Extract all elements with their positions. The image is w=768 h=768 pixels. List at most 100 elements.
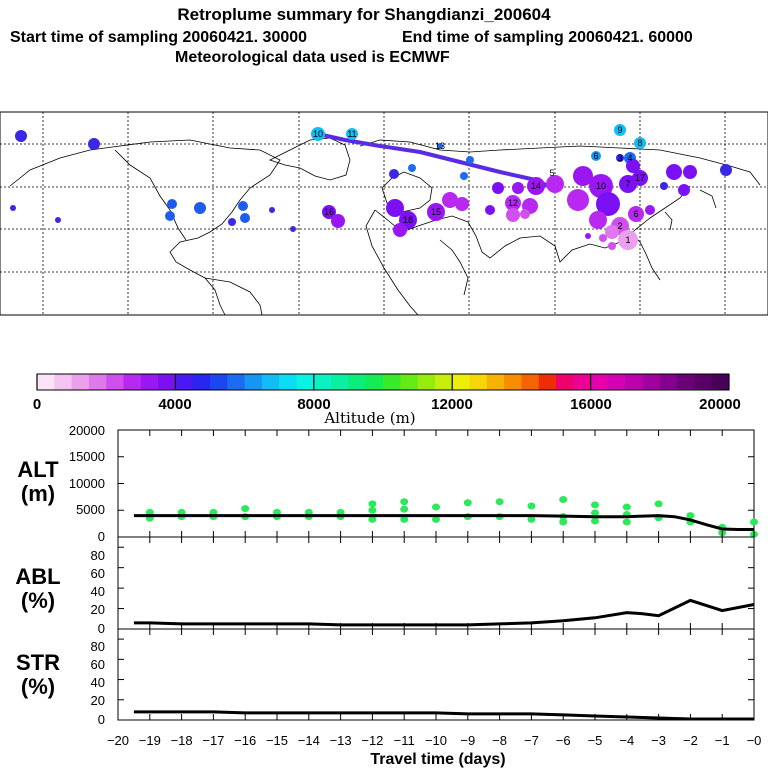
map-marker [567,189,589,211]
map-marker [408,164,416,172]
alt-scatter-point [591,509,599,517]
altitude-colorbar [36,374,730,390]
map-marker [269,207,275,213]
colorbar-segment [88,374,107,390]
str-ytick: 80 [91,639,105,654]
map-marker [55,217,61,223]
colorbar-segment [365,374,384,390]
colorbar-segment [331,374,349,390]
abl-ytick: 40 [91,584,105,599]
alt-ytick: 20000 [69,423,105,438]
retroplume-map: 10 11 13 9 8 6 5 4 3 16 15 14 12 17 10 7… [0,111,768,316]
map-label: 10 [313,129,323,139]
str-panel: STR (%) 80 60 40 20 0 [16,628,755,727]
map-marker [238,201,248,211]
map-marker [632,170,648,186]
colorbar-segment [677,374,695,390]
colorbar-tick: 16000 [570,396,612,413]
colorbar-segment [434,374,453,390]
x-tick-label: −4 [619,733,634,748]
alt-scatter-point [686,512,695,520]
map-label: 6 [593,151,598,161]
map-marker [591,151,601,161]
str-ytick: 40 [91,675,105,690]
map-label: 13 [435,141,445,151]
map-marker [455,197,469,211]
trajectory-path [317,132,549,188]
colorbar-segment [227,374,246,390]
map-marker [573,166,593,186]
x-tick-label: −15 [266,733,288,748]
map-label: 10 [596,181,606,191]
colorbar-segment [486,374,505,390]
map-label: 6 [633,209,638,219]
alt-scatter-point [654,500,663,508]
map-label: 16 [324,207,334,217]
colorbar-segment [417,374,436,390]
map-marker [666,164,682,180]
x-tick-label: −16 [234,733,256,748]
abl-ytick: 20 [91,602,105,617]
map-marker [492,182,504,194]
alt-scatter-point [400,515,409,523]
map-marker [678,184,690,196]
start-time-label: Start time of sampling 20060421. 30000 [10,29,307,46]
map-plume-markers [10,124,732,250]
x-tick-label: −11 [394,733,415,748]
colorbar-segment [573,374,592,390]
map-marker [660,182,668,190]
colorbar-segment [642,374,661,390]
colorbar-label: Altitude (m) [323,409,415,427]
abl-ytick: 80 [91,548,105,563]
map-label: 11 [347,129,356,139]
map-marker [608,242,616,250]
colorbar-segment [625,374,644,390]
colorbar-tick-labels: 0 4000 8000 12000 16000 20000 [33,396,741,413]
map-marker [512,182,524,194]
colorbar-segment [71,374,90,390]
str-ytick: 20 [91,693,105,708]
alt-scatter-point [368,515,377,523]
map-marker [546,175,564,193]
map-marker [618,230,638,250]
colorbar-segment [106,374,125,390]
colorbar-segment [140,374,159,390]
colorbar-segment [279,374,298,390]
map-label: 7 [625,179,630,189]
alt-ytick: 15000 [69,449,105,464]
colorbar-segment [659,374,678,390]
str-ytick: 60 [91,657,105,672]
colorbar-segment [383,374,401,390]
end-time-label: End time of sampling 20060421. 60000 [402,29,693,46]
map-marker [527,177,545,195]
colorbar-segment [469,374,488,390]
x-tick-label: −5 [588,733,603,748]
alt-label: ALT [17,457,59,482]
map-marker [442,192,458,208]
x-tick-label: −6 [556,733,571,748]
colorbar-segment [538,374,557,390]
alt-ytick: 0 [98,529,105,544]
abl-label: ABL [15,564,60,589]
map-marker [599,234,607,242]
colorbar-segment [694,374,713,390]
axis-tick-marks [117,429,755,721]
map-marker [393,223,407,237]
alt-ytick: 5000 [76,502,105,517]
alt-scatter-point [591,501,599,509]
colorbar-segment [313,374,332,390]
map-marker [322,205,336,219]
x-tick-label: −14 [298,733,320,748]
abl-panel: ABL (%) 80 60 40 20 0 [15,536,755,636]
map-marker [589,174,613,198]
map-marker [585,233,591,239]
map-marker [10,205,16,211]
x-tick-label: −20 [107,733,129,748]
colorbar-tick: 8000 [297,396,330,413]
x-tick-label: −17 [202,733,224,748]
map-label: 15 [431,207,441,217]
alt-scatter-point [432,503,440,511]
map-marker [346,128,358,140]
colorbar-segment [607,374,626,390]
abl-ytick: 0 [98,621,105,636]
